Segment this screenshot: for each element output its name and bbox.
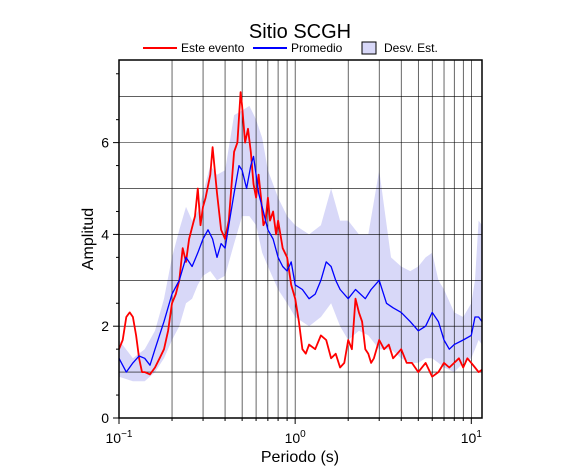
x-axis-label: Periodo (s)	[261, 449, 339, 466]
axis-ticks: 0 2 4 6 10−1 100 101	[101, 73, 483, 446]
y-tick-label: 0	[101, 410, 109, 426]
y-tick-label: 6	[101, 135, 109, 151]
series-line-promedio	[118, 155, 483, 373]
x-tick-label: 100	[285, 429, 307, 446]
plot-frame	[118, 59, 483, 419]
y-tick-label: 4	[101, 226, 109, 242]
x-tick-label: 10−1	[106, 429, 133, 446]
grid	[118, 60, 482, 418]
legend-label: Promedio	[291, 41, 343, 55]
y-tick-label: 2	[101, 318, 109, 334]
y-axis-label: Amplitud	[80, 208, 97, 270]
legend-swatch-patch	[361, 41, 377, 55]
legend: Este evento Promedio Desv. Est.	[143, 41, 438, 55]
legend-label: Este evento	[181, 41, 245, 55]
legend-label: Desv. Est.	[384, 41, 438, 55]
chart-title: Sitio SCGH	[249, 21, 351, 43]
x-tick-label: 101	[461, 429, 483, 446]
series-layer	[118, 91, 483, 378]
series-line-este-evento	[118, 91, 483, 378]
